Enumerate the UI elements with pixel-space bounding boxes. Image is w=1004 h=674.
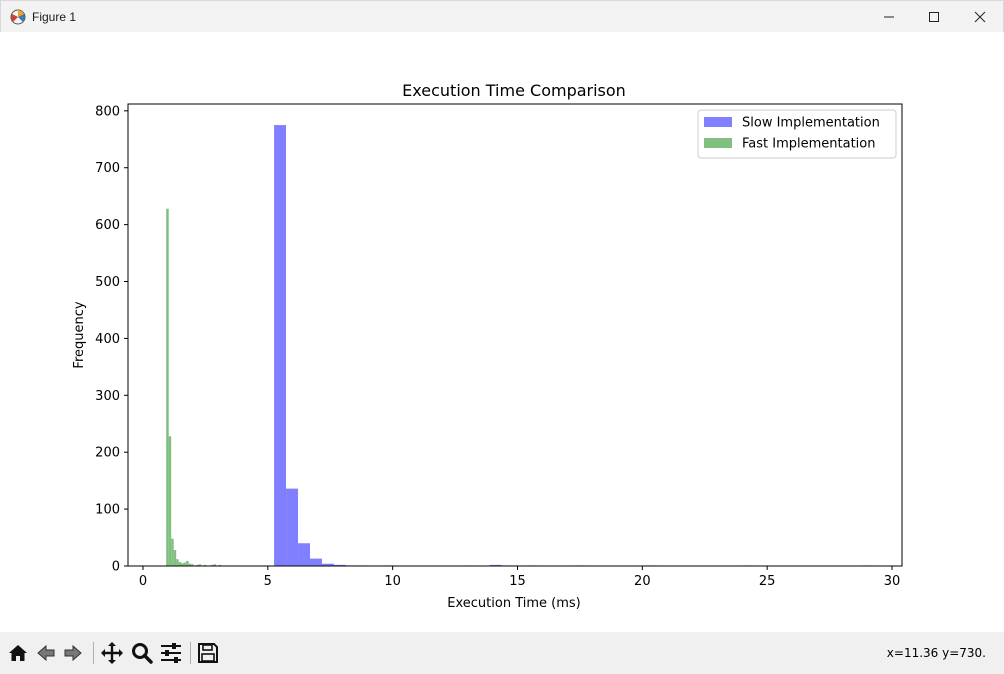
x-tick-label: 15 — [509, 574, 526, 589]
slow-histogram-bar — [274, 125, 287, 567]
histogram-chart: 0 5 10 15 20 25 30 0 100 200 300 400 500 600 700 800 E… — [72, 81, 903, 611]
close-button[interactable] — [957, 1, 1003, 33]
fast-histogram-bar — [171, 538, 174, 566]
fast-histogram-bar — [211, 564, 214, 566]
legend-swatch-slow — [704, 117, 732, 127]
fast-histogram-bar — [178, 562, 182, 566]
bars-layer — [166, 125, 874, 567]
axes-frame — [127, 103, 903, 567]
y-tick-label: 100 — [95, 503, 120, 518]
y-tick-label: 600 — [95, 218, 120, 233]
fast-histogram-bar — [176, 559, 179, 566]
fast-histogram-bar — [218, 564, 222, 566]
home-icon — [9, 645, 27, 661]
y-tick-label: 300 — [95, 389, 120, 404]
navigation-toolbar: x=11.36 y=730. — [0, 632, 1004, 674]
fast-histogram-bar — [183, 562, 187, 566]
slow-histogram-bar — [298, 543, 311, 566]
back-button[interactable] — [33, 640, 59, 666]
x-tick-label: 30 — [884, 574, 901, 589]
forward-button[interactable] — [60, 640, 86, 666]
pan-button[interactable] — [99, 640, 125, 666]
matplotlib-icon — [10, 9, 26, 25]
x-tick-label: 5 — [264, 574, 272, 589]
y-tick-label: 0 — [112, 560, 120, 575]
y-tick-label: 800 — [95, 104, 120, 119]
configure-subplots-icon — [161, 643, 181, 663]
configure-subplots-button[interactable] — [158, 640, 184, 666]
zoom-icon — [132, 643, 153, 664]
y-tick-label: 500 — [95, 275, 120, 290]
toolbar-separator — [190, 642, 191, 664]
fast-histogram-bar — [213, 564, 217, 566]
legend-swatch-fast — [704, 138, 732, 148]
slow-histogram-bar — [333, 564, 346, 566]
legend-label-slow: Slow Implementation — [742, 116, 880, 131]
back-arrow-icon — [37, 644, 55, 662]
y-tick-label: 400 — [95, 332, 120, 347]
fast-histogram-bar — [166, 208, 169, 566]
save-icon — [198, 643, 218, 663]
x-tick-label: 20 — [634, 574, 651, 589]
y-tick-label: 700 — [95, 161, 120, 176]
x-axis-label: Execution Time (ms) — [447, 596, 580, 611]
fast-histogram-bar — [198, 564, 202, 566]
y-tick-label: 200 — [95, 446, 120, 461]
x-axis-ticks: 0 5 10 15 20 25 30 — [139, 566, 900, 589]
slow-histogram-bar — [310, 558, 322, 566]
x-tick-label: 25 — [759, 574, 776, 589]
maximize-button[interactable] — [911, 1, 957, 33]
figure-canvas[interactable]: 0 5 10 15 20 25 30 0 100 200 300 400 500 600 700 800 E… — [0, 32, 1004, 632]
maximize-icon — [929, 12, 939, 22]
slow-histogram-bar — [322, 563, 334, 566]
pan-icon — [101, 642, 123, 664]
minimize-button[interactable] — [866, 1, 912, 33]
legend-frame — [697, 109, 897, 159]
legend-label-fast: Fast Implementation — [742, 137, 875, 152]
y-axis-ticks: 0 100 200 300 400 500 600 700 800 — [95, 104, 128, 575]
toolbar-separator — [93, 642, 94, 664]
fast-histogram-bar — [196, 564, 199, 566]
y-axis-label: Frequency — [72, 301, 87, 368]
fast-histogram-bar — [188, 563, 192, 566]
legend: Slow Implementation Fast Implementation — [697, 109, 897, 159]
fast-histogram-bar — [173, 550, 177, 566]
slow-histogram-bar — [489, 564, 502, 566]
x-tick-label: 10 — [384, 574, 401, 589]
forward-arrow-icon — [64, 644, 82, 662]
window-titlebar: Figure 1 — [0, 0, 1004, 32]
fast-histogram-bar — [181, 563, 184, 566]
window-title: Figure 1 — [32, 10, 77, 24]
save-button[interactable] — [195, 640, 221, 666]
fast-histogram-bar — [168, 436, 172, 566]
x-tick-label: 0 — [139, 574, 147, 589]
cursor-coordinates: x=11.36 y=730. — [886, 646, 986, 660]
fast-histogram-bar — [191, 564, 194, 566]
chart-title: Execution Time Comparison — [402, 81, 626, 100]
minimize-icon — [884, 16, 894, 18]
zoom-button[interactable] — [129, 640, 155, 666]
home-button[interactable] — [5, 640, 31, 666]
slow-histogram-bar — [286, 488, 299, 566]
close-icon — [974, 11, 986, 23]
fast-histogram-bar — [186, 560, 189, 566]
fast-histogram-bar — [203, 564, 207, 566]
